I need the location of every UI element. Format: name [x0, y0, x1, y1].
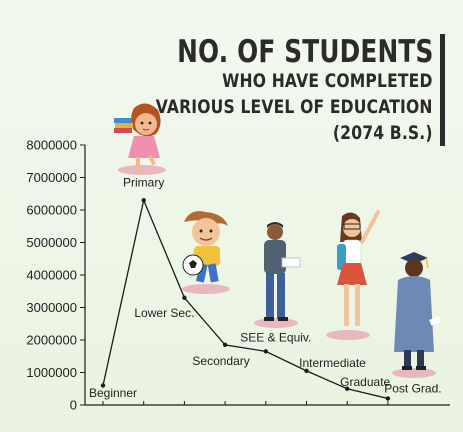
title-line-4: (2074 B.S.) [333, 122, 433, 144]
girl-with-bag-waving-illustration [326, 210, 380, 340]
data-point [345, 386, 350, 391]
category-label: Graduate [340, 375, 390, 389]
label-layer: Beginner Primary Lower Sec. Secondary SEE & … [89, 175, 442, 400]
title-line-2: WHO HAVE COMPLETED [222, 70, 433, 92]
y-tick-label: 2000000 [26, 333, 77, 348]
y-tick-label: 1000000 [26, 365, 77, 380]
series-layer [100, 198, 391, 401]
y-tick-label: 5000000 [26, 235, 77, 250]
data-point [182, 295, 187, 300]
title-line-3: VARIOUS LEVEL OF EDUCATION [156, 96, 433, 118]
series-line [102, 198, 389, 400]
category-label: Primary [123, 175, 164, 189]
axis-layer: 0 1000000 2000000 3000000 4000000 5000000 6000… [26, 138, 450, 413]
young-man-with-paper-illustration [254, 222, 301, 328]
data-point [263, 349, 268, 354]
y-tick-label: 0 [70, 398, 77, 413]
y-tick-label: 6000000 [26, 203, 77, 218]
category-label: SEE & Equiv. [240, 330, 311, 344]
data-point [222, 342, 228, 348]
graduate-in-gown-illustration [392, 252, 441, 378]
category-label: Secondary [192, 354, 249, 368]
title-line-1: NO. OF STUDENTS [176, 34, 433, 70]
y-tick-label: 8000000 [26, 138, 77, 153]
boy-with-soccer-ball-illustration [182, 211, 230, 294]
data-point [385, 396, 391, 401]
category-label: Post Grad. [384, 382, 441, 396]
y-tick-label: 7000000 [26, 170, 77, 185]
data-point [304, 368, 309, 374]
category-label: Beginner [89, 386, 137, 400]
category-label: Lower Sec. [134, 306, 194, 320]
girl-with-books-illustration [114, 103, 166, 175]
y-tick-label: 4000000 [26, 268, 77, 283]
title-accent-bar [440, 34, 445, 146]
y-tick-label: 3000000 [26, 300, 77, 315]
data-point [141, 198, 146, 203]
category-label: Intermediate [299, 356, 366, 370]
data-point [100, 383, 106, 388]
